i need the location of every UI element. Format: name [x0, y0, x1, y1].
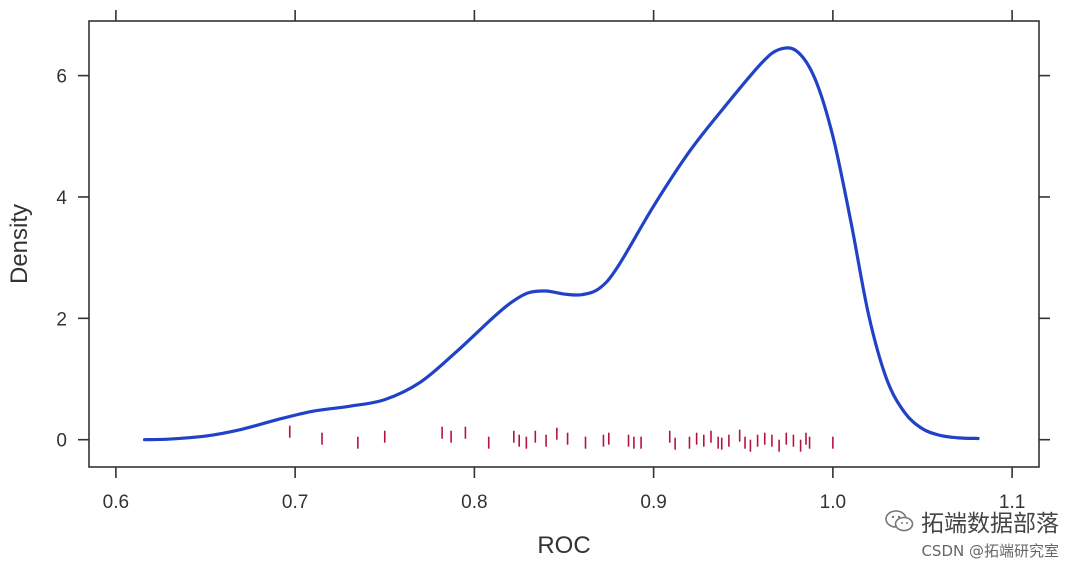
axis-ticks	[78, 10, 1050, 478]
wechat-icon	[885, 509, 915, 533]
watermark-brand: 拓端数据部落	[921, 511, 1059, 537]
watermark-subline: CSDN @拓端研究室	[921, 542, 1059, 560]
axis-tick-labels: 0.6 0.7 0.8 0.9 1.0 1.1 0 2 4 6	[56, 67, 1025, 513]
watermark: 拓端数据部落 CSDN @拓端研究室	[885, 504, 1059, 561]
density-curve	[142, 46, 980, 442]
x-axis-title: ROC	[537, 532, 590, 559]
y-tick-label: 4	[56, 188, 67, 209]
x-tick-label: 0.9	[640, 492, 666, 513]
y-axis-title: Density	[6, 204, 33, 284]
x-tick-label: 0.6	[103, 492, 129, 513]
x-tick-label: 0.7	[282, 492, 308, 513]
y-tick-label: 2	[56, 309, 67, 330]
y-tick-label: 0	[56, 431, 67, 452]
rug-marks	[288, 425, 834, 452]
x-tick-label: 1.1	[999, 492, 1025, 513]
watermark-brand-row: 拓端数据部落	[885, 504, 1059, 538]
x-tick-label: 1.0	[820, 492, 846, 513]
y-tick-label: 6	[56, 67, 67, 88]
plot-frame	[88, 20, 1040, 468]
x-tick-label: 0.8	[461, 492, 487, 513]
